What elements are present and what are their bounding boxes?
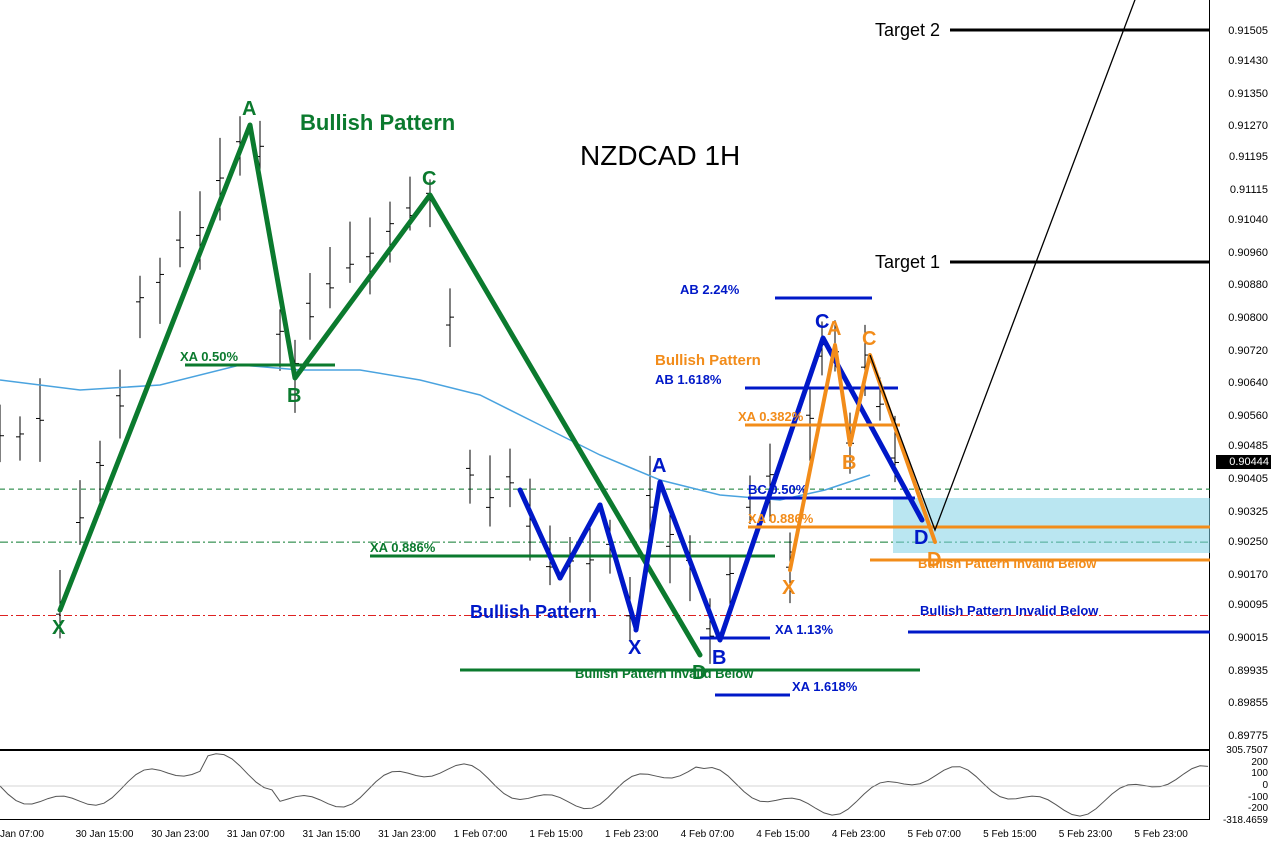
y-tick: 0.89855	[1213, 697, 1268, 709]
y-tick: 0.90960	[1213, 247, 1268, 259]
y-tick: 0.90095	[1213, 599, 1268, 611]
x-tick: 30 Jan 23:00	[151, 829, 209, 840]
indicator-y-tick: -200	[1213, 803, 1268, 814]
y-tick: 0.90485	[1213, 440, 1268, 452]
y-tick: 0.90720	[1213, 345, 1268, 357]
svg-text:XA 1.618%: XA 1.618%	[792, 679, 858, 694]
svg-text:C: C	[862, 328, 876, 350]
y-tick: 0.91040	[1213, 214, 1268, 226]
svg-text:X: X	[782, 577, 796, 599]
svg-text:Bullish Pattern Invalid Below: Bullish Pattern Invalid Below	[920, 603, 1099, 618]
svg-text:Target 1: Target 1	[875, 252, 940, 272]
x-tick: 4 Feb 23:00	[832, 829, 885, 840]
x-axis: Jan 07:00 30 Jan 15:00 30 Jan 23:00 31 Jan …	[0, 820, 1210, 850]
chart-svg: X A B C D Bullish Pattern XA 0.50% XA 0.886% Bul…	[0, 0, 1210, 750]
y-axis: 0.91505 0.91430 0.91350 0.91270 0.91195 0.911…	[1210, 0, 1273, 820]
svg-text:Bullish Pattern Invalid Below: Bullish Pattern Invalid Below	[918, 556, 1097, 571]
svg-text:BC 0.50%: BC 0.50%	[748, 482, 808, 497]
x-tick: 31 Jan 23:00	[378, 829, 436, 840]
svg-text:XA 0.886%: XA 0.886%	[748, 511, 814, 526]
y-tick: 0.91115	[1213, 184, 1268, 196]
y-tick: 0.90560	[1213, 410, 1268, 422]
y-tick: 0.90250	[1213, 536, 1268, 548]
svg-text:Bullish Pattern Invalid Below: Bullish Pattern Invalid Below	[575, 666, 754, 681]
y-tick: 0.90640	[1213, 377, 1268, 389]
svg-text:AB 1.618%: AB 1.618%	[655, 372, 722, 387]
x-tick: 5 Feb 15:00	[983, 829, 1036, 840]
y-tick: 0.90170	[1213, 569, 1268, 581]
svg-text:XA 0.886%: XA 0.886%	[370, 540, 436, 555]
x-tick: 5 Feb 07:00	[908, 829, 961, 840]
svg-text:Bullish Pattern: Bullish Pattern	[655, 352, 761, 369]
y-tick: 0.91195	[1213, 151, 1268, 163]
x-tick: 4 Feb 07:00	[681, 829, 734, 840]
svg-text:A: A	[242, 98, 256, 120]
chart-title: NZDCAD 1H	[580, 140, 740, 172]
indicator-y-tick: -100	[1213, 792, 1268, 803]
svg-text:B: B	[842, 452, 856, 474]
svg-text:X: X	[628, 637, 642, 659]
svg-text:C: C	[422, 168, 436, 190]
x-tick: 4 Feb 15:00	[756, 829, 809, 840]
x-tick: 1 Feb 07:00	[454, 829, 507, 840]
svg-text:XA 0.50%: XA 0.50%	[180, 349, 238, 364]
y-tick: 0.90880	[1213, 279, 1268, 291]
svg-text:AB 2.24%: AB 2.24%	[680, 282, 740, 297]
indicator-y-tick: 305.7507	[1213, 745, 1268, 756]
svg-text:B: B	[712, 647, 726, 669]
y-tick: 0.91430	[1213, 55, 1268, 67]
x-tick: 31 Jan 07:00	[227, 829, 285, 840]
indicator-y-tick: 200	[1213, 757, 1268, 768]
y-tick: 0.91270	[1213, 120, 1268, 132]
y-tick: 0.91350	[1213, 88, 1268, 100]
svg-text:X: X	[52, 617, 66, 639]
y-tick: 0.89775	[1213, 730, 1268, 742]
chart-area: X A B C D Bullish Pattern XA 0.50% XA 0.886% Bul…	[0, 0, 1210, 750]
y-tick: 0.90325	[1213, 506, 1268, 518]
x-tick: 5 Feb 23:00	[1059, 829, 1112, 840]
y-tick: 0.91505	[1213, 25, 1268, 37]
indicator-panel	[0, 750, 1210, 820]
x-tick: 30 Jan 15:00	[76, 829, 134, 840]
svg-text:Target 2: Target 2	[875, 20, 940, 40]
indicator-y-tick: 100	[1213, 768, 1268, 779]
svg-text:Bullish Pattern: Bullish Pattern	[300, 110, 455, 135]
indicator-y-tick: 0	[1213, 780, 1268, 791]
x-tick: 1 Feb 23:00	[605, 829, 658, 840]
x-tick: 31 Jan 15:00	[303, 829, 361, 840]
x-tick: Jan 07:00	[0, 829, 44, 840]
y-tick: 0.90405	[1213, 473, 1268, 485]
svg-text:D: D	[914, 527, 928, 549]
svg-text:A: A	[827, 318, 841, 340]
y-tick: 0.90015	[1213, 632, 1268, 644]
svg-text:XA 1.13%: XA 1.13%	[775, 622, 833, 637]
indicator-y-tick: -318.4659	[1213, 815, 1268, 826]
indicator-svg	[0, 751, 1210, 821]
price-badge: 0.90444	[1216, 455, 1271, 469]
x-tick: 5 Feb 23:00	[1134, 829, 1187, 840]
y-tick: 0.90800	[1213, 312, 1268, 324]
svg-text:XA 0.382%: XA 0.382%	[738, 409, 804, 424]
svg-text:A: A	[652, 455, 666, 477]
svg-text:B: B	[287, 385, 301, 407]
x-tick: 1 Feb 15:00	[529, 829, 582, 840]
y-tick: 0.89935	[1213, 665, 1268, 677]
svg-text:Bullish Pattern: Bullish Pattern	[470, 602, 597, 622]
